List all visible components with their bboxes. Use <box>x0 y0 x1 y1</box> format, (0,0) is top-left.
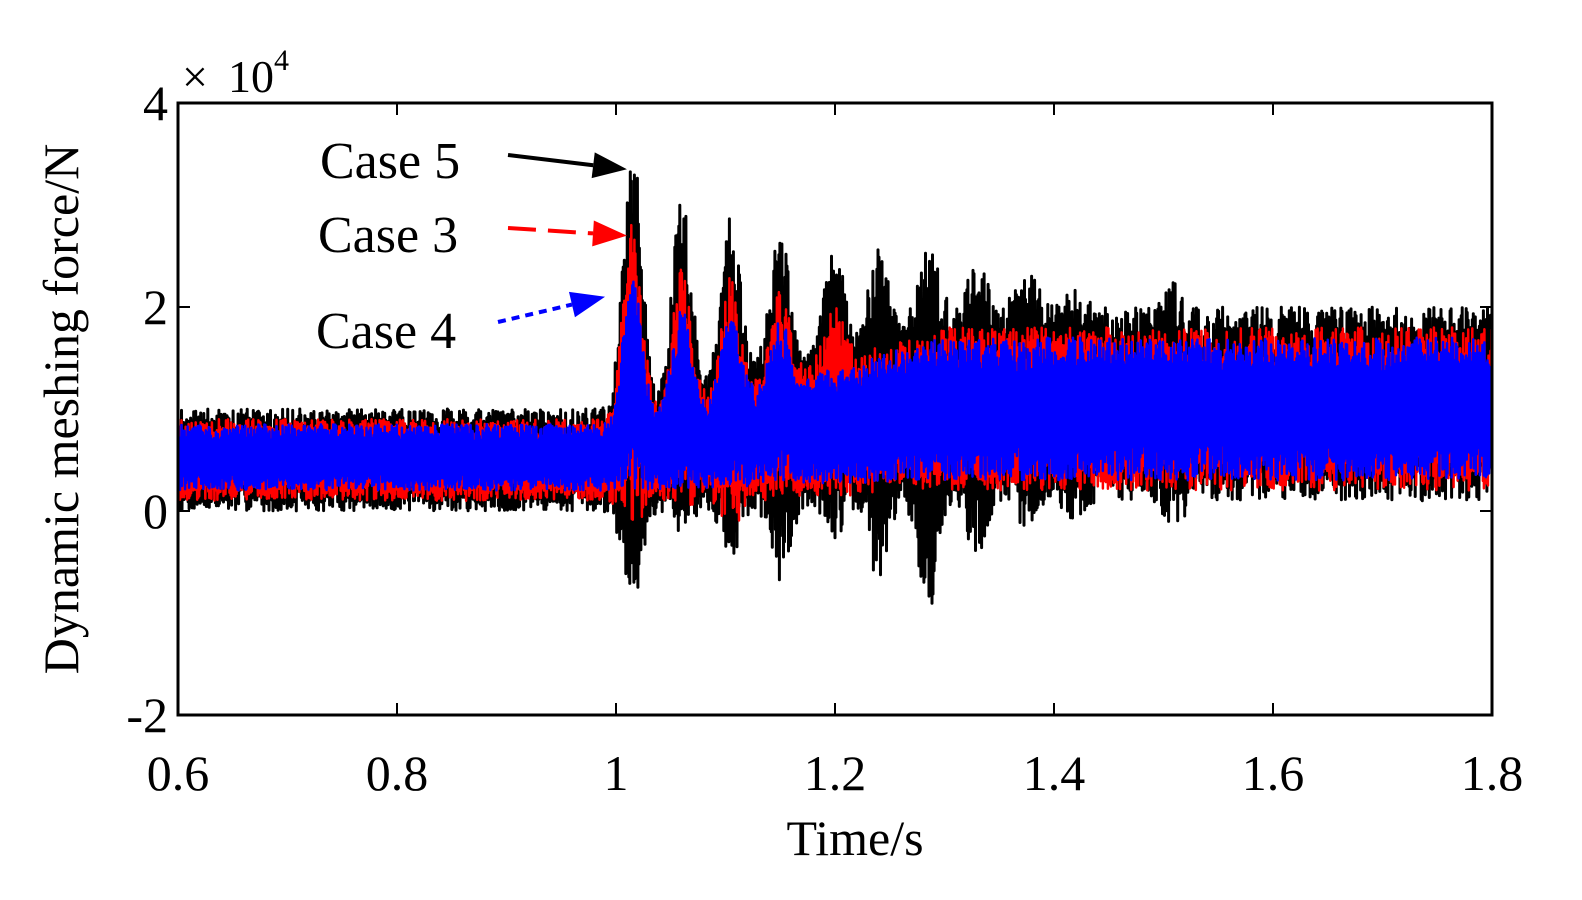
y-tick-label: 0 <box>143 483 168 539</box>
y-axis-label: Dynamic meshing force/N <box>33 144 89 674</box>
x-tick-label: 0.6 <box>147 745 210 801</box>
y-tick-label: -2 <box>126 687 168 743</box>
y-multiplier-times: × <box>182 51 208 102</box>
annotation-arrow-shaft <box>497 302 573 324</box>
y-tick-label: 4 <box>143 75 168 131</box>
series-layer <box>178 170 1492 605</box>
annotation-case-4: Case 4 <box>316 303 456 360</box>
x-tick-label: 1.8 <box>1461 745 1524 801</box>
annotation-arrows <box>497 152 627 324</box>
x-tick-label: 1 <box>604 745 629 801</box>
y-multiplier-exponent: 4 <box>274 44 289 77</box>
annotation-case-3: Case 3 <box>318 207 458 264</box>
annotation-arrow-shaft <box>507 226 594 236</box>
y-axis: -2 0 2 4 <box>126 75 1492 743</box>
x-tick-label: 1.6 <box>1242 745 1305 801</box>
y-multiplier: × 104 <box>182 44 289 102</box>
annotation-arrow-head <box>568 291 606 318</box>
x-axis: 0.6 0.8 1 1.2 1.4 1.6 1.8 <box>147 103 1524 801</box>
x-tick-label: 1.2 <box>804 745 867 801</box>
x-tick-label: 1.4 <box>1023 745 1086 801</box>
x-tick-label: 0.8 <box>366 745 429 801</box>
series-line-case-4 <box>178 280 1492 492</box>
annotation-arrow-head <box>591 152 627 179</box>
y-multiplier-base: 10 <box>228 51 274 102</box>
annotations: Case 5 Case 3 Case 4 <box>316 133 460 360</box>
y-tick-label: 2 <box>143 279 168 335</box>
x-axis-label: Time/s <box>786 810 923 866</box>
annotation-arrow-shaft <box>507 153 594 168</box>
annotation-case-5: Case 5 <box>320 133 460 190</box>
annotation-arrow-head <box>592 220 627 247</box>
